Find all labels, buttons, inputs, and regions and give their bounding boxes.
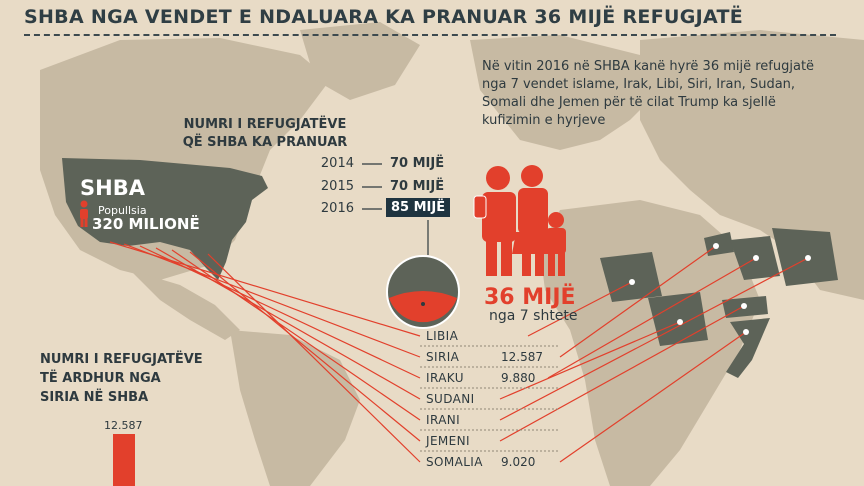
page-title: SHBA NGA VENDET E NDALUARA KA PRANUAR 36… (24, 6, 744, 28)
country-name: LIBIA (426, 329, 459, 343)
country-value: 9.020 (501, 455, 536, 469)
person-icon (80, 200, 88, 227)
refugees-heading: NUMRI I REFUGJATËVE QË SHBA KA PRANUAR (176, 116, 354, 152)
syria-heading-line1: NUMRI I REFUGJATËVE (40, 352, 203, 367)
year-2016-value: 85 MIJË (386, 198, 451, 217)
country-name: IRANI (426, 413, 461, 427)
country-somalia (726, 318, 770, 378)
country-name: SIRIA (426, 350, 460, 364)
landmass-europe (470, 35, 660, 150)
refugees-heading-line1: NUMRI I REFUGJATËVE (183, 117, 347, 132)
landmass-south-america (230, 330, 360, 486)
syria-heading: NUMRI I REFUGJATËVE TË ARDHUR NGA SIRIA … (40, 350, 203, 407)
pie-icon (386, 255, 460, 329)
total-refugees: 36 MIJË (484, 285, 576, 310)
usa-label: SHBA (80, 176, 145, 200)
list-separators (420, 345, 560, 452)
country-syria (704, 232, 734, 256)
year-arrows (362, 163, 382, 210)
country-libya (600, 252, 662, 302)
syria-heading-line2: TË ARDHUR NGA (40, 371, 161, 386)
family-icon (473, 165, 566, 276)
year-2014-label: 2014 (320, 156, 354, 171)
year-2014-value: 70 MIJË (390, 156, 445, 171)
country-name: IRAKU (426, 371, 464, 385)
total-subtitle: nga 7 shtete (489, 308, 578, 324)
title-divider (24, 34, 836, 36)
origin-connectors (499, 245, 809, 463)
population-label: Popullsia (98, 204, 147, 217)
population-value: 320 MILIONË (92, 215, 200, 233)
refugees-heading-line2: QË SHBA KA PRANUAR (182, 135, 348, 150)
syria-bar-value: 12.587 (104, 419, 143, 432)
country-value: 12.587 (501, 350, 543, 364)
landmass-greenland (300, 22, 420, 100)
year-2015-value: 70 MIJË (390, 179, 445, 194)
country-sudan (648, 292, 708, 346)
syria-heading-line3: SIRIA NË SHBA (40, 390, 149, 405)
year-2015-label: 2015 (320, 179, 354, 194)
landmass-central-america (130, 270, 240, 340)
country-dots (629, 243, 811, 335)
intro-text: Në vitin 2016 në SHBA kanë hyrë 36 mijë … (482, 59, 815, 128)
landmass-africa (540, 200, 760, 486)
country-name: SUDANI (426, 392, 475, 406)
country-name: SOMALIA (426, 455, 483, 469)
usa-shape (62, 158, 268, 280)
year-2016-label: 2016 (320, 201, 354, 216)
syria-bar (113, 434, 135, 486)
usa-connectors (109, 241, 421, 463)
country-iran (772, 228, 838, 286)
country-name: JEMENI (426, 434, 470, 448)
country-value: 9.880 (501, 371, 536, 385)
